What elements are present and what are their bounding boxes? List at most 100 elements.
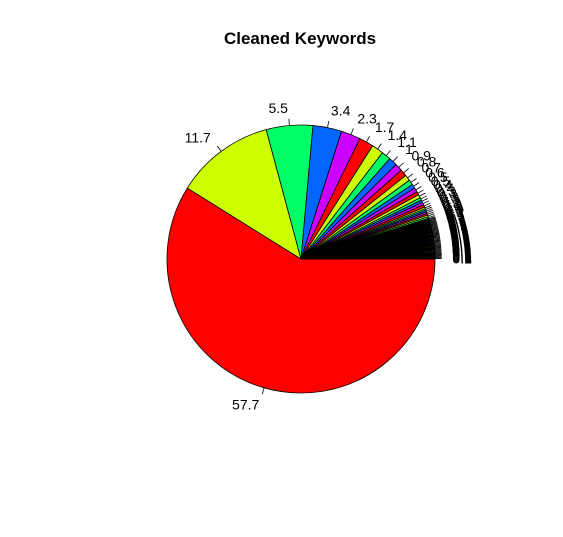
pie-slice-label: 0.1: [452, 239, 472, 255]
pie-label-tick: [431, 226, 439, 230]
pie-slice-label: 0.1: [449, 220, 469, 236]
pie-label-tick: [407, 173, 414, 179]
pie-label-tick: [327, 120, 330, 128]
pie-label-tick: [423, 202, 431, 207]
pie-label-tick: [430, 222, 438, 225]
pie-slice-label: 0.1: [449, 219, 469, 235]
pie-label-tick: [413, 182, 420, 187]
pie-slice-label: 0.1: [452, 251, 472, 267]
pie-label-tick: [288, 118, 290, 126]
pie-label-tick: [392, 156, 398, 162]
pie-label-tick: [433, 240, 441, 242]
pie-slice-label: 0.1: [450, 223, 470, 239]
pie-slice-label: 1: [405, 141, 413, 157]
pie-slice-label: 0.1: [445, 206, 465, 222]
pie-label-tick: [433, 237, 441, 240]
pie-label-tick: [417, 189, 424, 194]
pie-label-tick: [429, 219, 437, 222]
pie-slice-label: 0.3: [438, 186, 458, 202]
pie-label-tick: [385, 150, 391, 156]
pie-slice-label: 0.1: [452, 246, 472, 262]
pie-label-tick: [410, 178, 417, 183]
pie-label-tick: [428, 215, 435, 218]
pie-slice-label: 2.3: [357, 110, 377, 126]
pie-slice-label: 0.1: [451, 232, 471, 248]
pie-slice-label: 0.1: [450, 225, 470, 241]
pie-slice-label: 0.1: [451, 229, 471, 245]
pie-slice-label: 0.1: [452, 236, 472, 252]
pie-label-tick: [433, 236, 441, 239]
pie-slice-label: 0.1: [452, 235, 472, 251]
pie-slice-label: 0.1: [452, 240, 472, 256]
pie-label-tick: [433, 239, 441, 241]
pie-label-tick: [434, 242, 441, 245]
pie-label-tick: [430, 221, 437, 225]
pie-label-tick: [430, 223, 438, 226]
pie-label-tick: [432, 233, 440, 236]
pie-label-tick: [432, 231, 440, 234]
pie-slice-label: 0.2: [443, 199, 463, 215]
pie-label-tick: [426, 210, 434, 214]
pie-slice-label: 0.1: [452, 238, 472, 254]
pie-slice-label: 0.1: [450, 222, 470, 238]
pie-slice-label: 0.9: [411, 147, 431, 163]
pie-label-tick: [429, 219, 437, 223]
pie-slice-label: 0.5: [431, 173, 451, 189]
pie-slice-label: 0.1: [452, 248, 472, 264]
pie-slice-label: 0.1: [446, 208, 466, 224]
pie-label-tick: [434, 241, 441, 244]
pie-label-tick: [216, 145, 222, 152]
pie-slice-label: 0.7: [421, 159, 441, 175]
pie-label-tick: [433, 241, 441, 243]
pie-slice-label: 0.2: [441, 193, 461, 209]
pie-label-tick: [434, 244, 442, 247]
pie-slice-label: 0.1: [452, 241, 472, 257]
pie-slice-label: 0.1: [452, 247, 472, 263]
pie-slice-label: 0.2: [445, 204, 465, 220]
pie-slice-label: 0.1: [452, 237, 472, 253]
pie-label-tick: [425, 206, 432, 210]
pie-label-tick: [398, 162, 404, 168]
pie-slice: [186, 129, 302, 260]
pie-slice-label: 0.3: [439, 188, 459, 204]
pie-label-tick: [433, 235, 440, 238]
pie-label-tick: [429, 218, 436, 221]
chart-title: Cleaned Keywords: [223, 29, 377, 48]
pie-slice-label: 0.1: [451, 230, 471, 246]
pie-slice-label: 0.1: [446, 207, 466, 223]
pie-label-tick: [434, 247, 442, 249]
pie-label-tick: [427, 213, 435, 217]
pie-label-tick: [428, 217, 436, 221]
pie-slice-label: 0.1: [447, 210, 467, 226]
pie-label-tick: [431, 227, 439, 230]
pie-slice-label: 0.8: [417, 154, 437, 170]
pie-slice-label: 0.2: [444, 202, 464, 218]
pie-label-tick: [424, 204, 432, 209]
pie-label-tick: [434, 243, 441, 246]
pie-labels: 57.711.75.5 3.4 2.31.71.41.110.90.80.70.60…: [185, 100, 472, 412]
pie-slice-label: 0.1: [450, 223, 470, 239]
pie-slice-label: 0.3: [436, 183, 456, 199]
pie-label-tick: [261, 387, 265, 395]
pie-slice-label: 3.4: [331, 103, 351, 119]
pie-slice-label: 0.1: [449, 217, 469, 233]
pie-slice-label: 0.1: [446, 207, 466, 223]
pie-label-tick: [422, 200, 430, 204]
pie-slice-label: 0.1: [452, 244, 472, 260]
pie-slice-label: 0.1: [450, 226, 470, 242]
pie-slice-label: 0.1: [447, 211, 467, 227]
pie-label-tick: [403, 168, 409, 174]
pie-slice-label: 0.1: [450, 224, 470, 240]
pie-label-tick: [432, 232, 440, 235]
pie-slice-label: 0.1: [451, 227, 471, 243]
pie-slice-label: 0.1: [449, 218, 469, 234]
pie-slice: [166, 187, 436, 394]
pie-label-tick: [432, 229, 439, 232]
pie-slice-label: 0.5: [428, 169, 448, 185]
pie-slice-label: 0.1: [449, 221, 469, 237]
pie-slice-label: 0.1: [451, 234, 471, 250]
pie-label-tick: [350, 128, 354, 135]
pie-label-tick: [420, 195, 427, 200]
pie-slices: [166, 124, 436, 394]
pie-slice-label: 0.2: [442, 195, 462, 211]
